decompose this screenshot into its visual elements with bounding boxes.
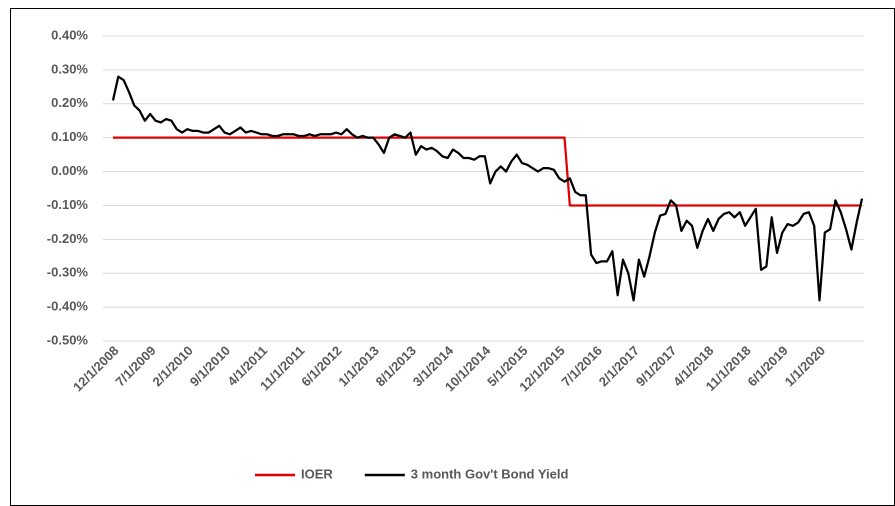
series-line	[111, 75, 864, 302]
y-tick-label: 0.20%	[51, 95, 88, 110]
y-tick-label: -0.20%	[47, 231, 89, 246]
y-tick-label: -0.50%	[47, 332, 89, 347]
y-tick-label: 0.10%	[51, 129, 88, 144]
chart-frame	[10, 8, 895, 506]
legend-label: 3 month Gov't Bond Yield	[411, 466, 569, 481]
legend-label: IOER	[301, 466, 333, 481]
series-line	[113, 136, 862, 207]
y-tick-label: 0.40%	[51, 27, 88, 42]
y-tick-label: 0.00%	[51, 163, 88, 178]
y-tick-label: -0.30%	[47, 265, 89, 280]
y-tick-label: -0.40%	[47, 299, 89, 314]
y-tick-label: 0.30%	[51, 61, 88, 76]
y-tick-label: -0.10%	[47, 197, 89, 212]
